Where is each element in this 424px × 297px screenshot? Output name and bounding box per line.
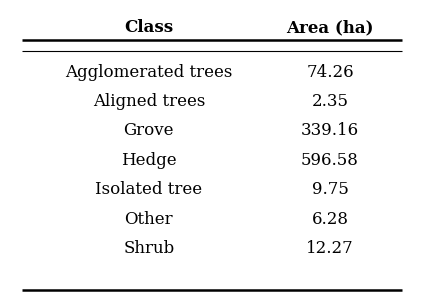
Text: 2.35: 2.35 (312, 93, 349, 110)
Text: 6.28: 6.28 (312, 211, 349, 228)
Text: Aligned trees: Aligned trees (92, 93, 205, 110)
Text: 74.26: 74.26 (306, 64, 354, 80)
Text: 12.27: 12.27 (306, 240, 354, 257)
Text: 339.16: 339.16 (301, 122, 359, 139)
Text: Area (ha): Area (ha) (286, 19, 374, 36)
Text: 9.75: 9.75 (312, 181, 349, 198)
Text: Class: Class (124, 19, 173, 36)
Text: 596.58: 596.58 (301, 152, 359, 169)
Text: Isolated tree: Isolated tree (95, 181, 202, 198)
Text: Other: Other (125, 211, 173, 228)
Text: Hedge: Hedge (121, 152, 177, 169)
Text: Shrub: Shrub (123, 240, 174, 257)
Text: Agglomerated trees: Agglomerated trees (65, 64, 232, 80)
Text: Grove: Grove (123, 122, 174, 139)
